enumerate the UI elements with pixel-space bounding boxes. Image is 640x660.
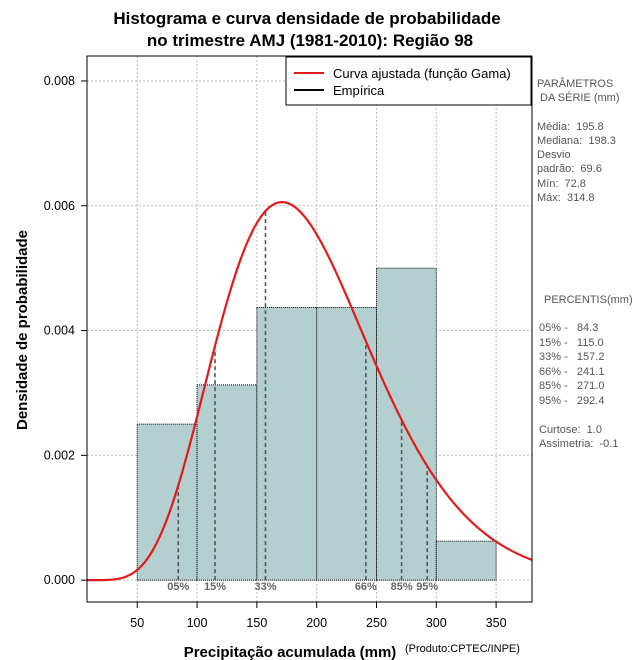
x-tick-label: 100 [187, 616, 208, 630]
stat-media: Média: 195.8 [537, 121, 604, 133]
percentile-label: 15% [204, 581, 226, 593]
x-tick-label: 350 [486, 616, 507, 630]
y-tick-label: 0.004 [44, 324, 75, 338]
params-title-line-2: DA SÉRIE (mm) [537, 91, 620, 104]
y-tick-label: 0.006 [44, 199, 75, 213]
y-tick-label: 0.000 [44, 573, 75, 587]
x-tick-label: 50 [130, 616, 144, 630]
x-tick-label: 200 [306, 616, 327, 630]
percentil-95: 95% - 292.4 [539, 395, 604, 407]
histogram-bar [316, 306, 377, 581]
plot-frame [86, 55, 533, 603]
percentil-85: 85% - 271.0 [539, 380, 604, 392]
percentis-title: PERCENTIS(mm) [544, 294, 633, 306]
percentil-66: 66% - 241.1 [539, 366, 604, 378]
x-tick-label: 250 [366, 616, 387, 630]
histogram-bar [435, 540, 497, 581]
stat-curtose: Curtose: 1.0 [539, 424, 602, 436]
stat-assimetria: Assimetria: -0.1 [539, 438, 618, 450]
histogram-bars [136, 267, 497, 581]
histogram-bar [196, 384, 258, 581]
percentile-label: 05% [167, 581, 189, 593]
chart-title-line-2: no trimestre AMJ (1981-2010): Região 98 [147, 31, 473, 50]
gamma-fit-curve [87, 201, 533, 582]
percentile-labels: 05% 15% 33% 66% 85% 95% [167, 581, 438, 593]
percentile-label: 85% [391, 581, 413, 593]
legend: Curva ajustada (função Gama) Empírica [285, 56, 532, 106]
histogram-bar [256, 306, 318, 581]
x-axis-label: Precipitação acumulada (mm) [184, 644, 397, 660]
chart-title-line-1: Histograma e curva densidade de probabil… [113, 9, 500, 28]
stat-min: Mín: 72.8 [537, 178, 586, 190]
y-tick-label: 0.008 [44, 74, 75, 88]
legend-box [285, 56, 532, 106]
x-tick-label: 150 [246, 616, 267, 630]
percentil-05: 05% - 84.3 [539, 322, 598, 334]
x-tick-label: 300 [426, 616, 447, 630]
legend-label-empirical: Empírica [333, 83, 385, 98]
stat-padrao: padrão: 69.6 [537, 163, 602, 175]
histogram-bar [136, 423, 198, 581]
gamma-curve-group [87, 201, 533, 582]
percentile-label: 95% [416, 581, 438, 593]
params-title-line-1: PARÂMETROS [537, 77, 613, 90]
percentil-33: 33% - 157.2 [539, 351, 604, 363]
percentil-15: 15% - 115.0 [539, 337, 604, 349]
x-axis-ticks: 50 100 150 200 250 300 350 [130, 602, 507, 630]
stat-desvio: Desvio [537, 149, 571, 161]
percentile-lines [177, 211, 429, 581]
histogram-bar [375, 267, 437, 581]
y-axis-ticks: 0.000 0.002 0.004 0.006 0.008 [44, 74, 87, 587]
percentile-label: 66% [355, 581, 377, 593]
stat-max: Máx: 314.8 [537, 192, 594, 204]
percentis-panel: PERCENTIS(mm) 05% - 84.3 15% - 115.0 33%… [539, 294, 633, 450]
y-tick-label: 0.002 [44, 448, 75, 462]
y-axis-label: Densidade de probabilidade [14, 230, 31, 430]
product-credit: (Produto:CPTEC/INPE) [405, 643, 520, 655]
percentile-label: 33% [254, 581, 276, 593]
stat-mediana: Mediana: 198.3 [537, 135, 616, 147]
series-parameters-panel: PARÂMETROS DA SÉRIE (mm) Média: 195.8 Me… [537, 77, 620, 204]
legend-label-fit: Curva ajustada (função Gama) [333, 66, 511, 81]
